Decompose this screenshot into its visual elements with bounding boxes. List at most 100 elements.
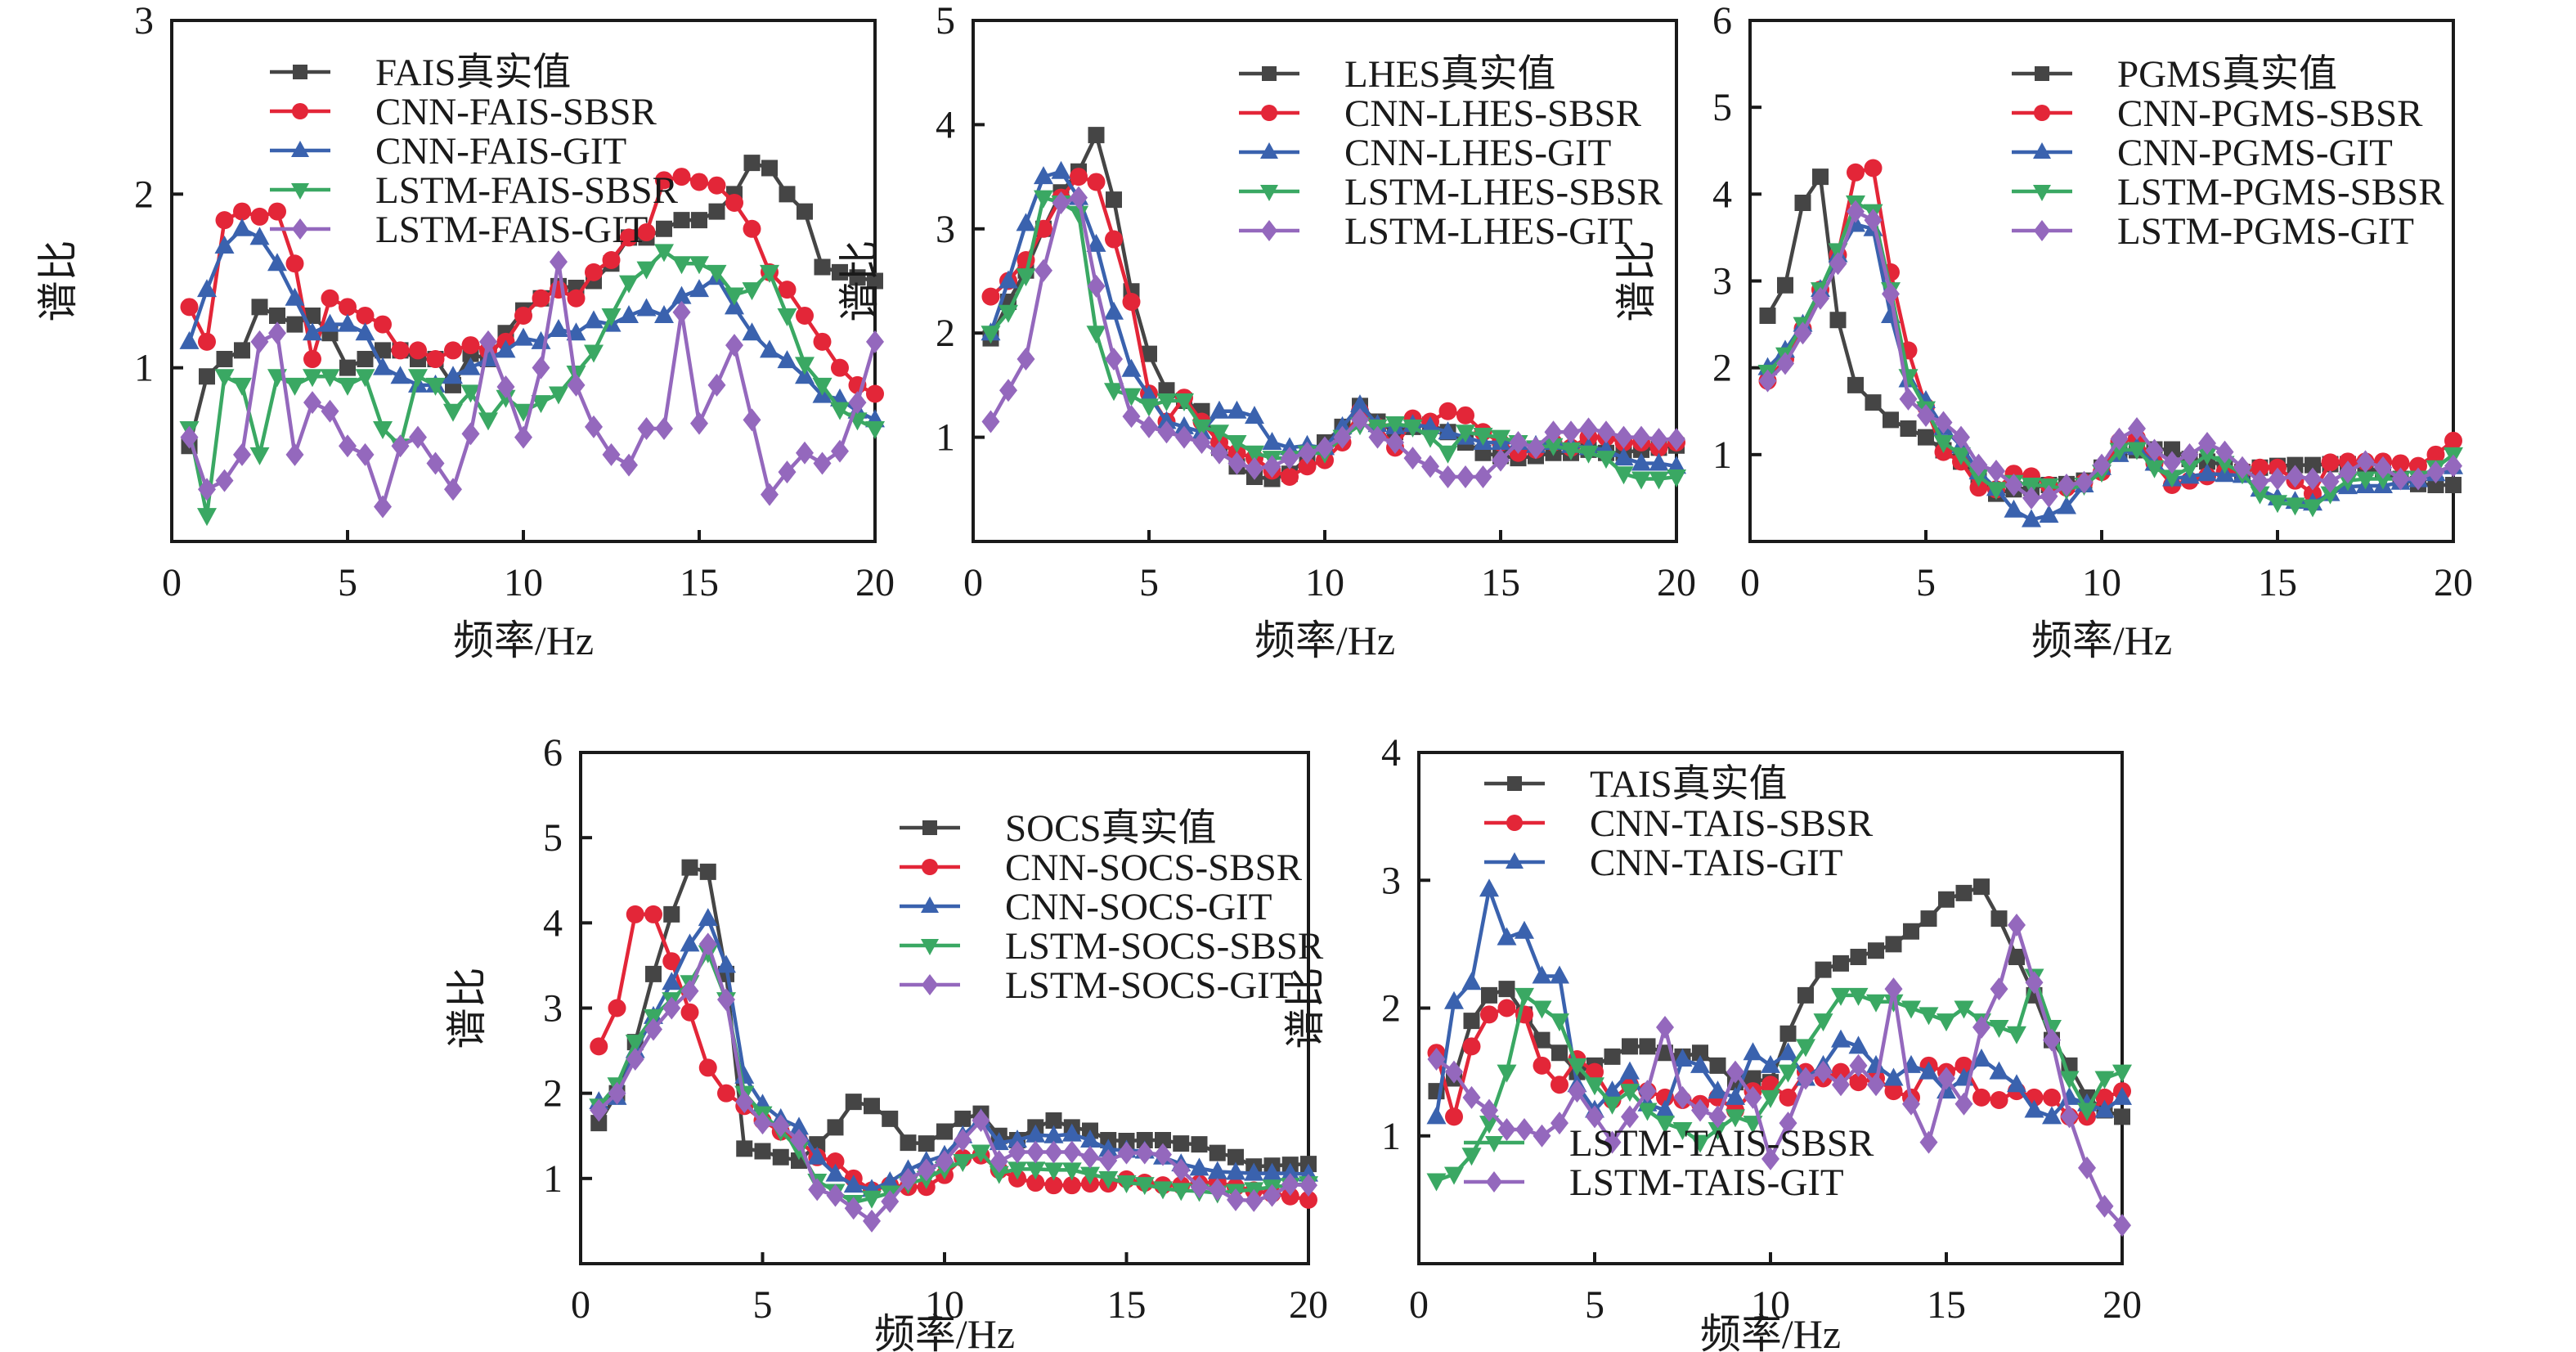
chart-3: 0 5 10 15 20 1 2 3 4 5 6 频率/Hz 谱比 SOCS真实值CNN-SOCS-SBS…	[444, 731, 1328, 1352]
legend-item: CNN-SOCS-GIT	[900, 886, 1272, 928]
legend-item: LSTM-SOCS-SBSR	[900, 925, 1324, 968]
series-line-LSTM-SOCS-GIT	[597, 942, 1309, 1224]
x-tick-label: 10	[1751, 1283, 1790, 1327]
legend-label: CNN-LHES-GIT	[1344, 132, 1611, 174]
series-markers-LSTM-PGMS-GIT	[1758, 200, 2462, 510]
legend-marker-square	[1262, 66, 1277, 81]
y-tick-label: 1	[1712, 433, 1732, 477]
y-tick-label: 2	[936, 312, 955, 355]
legend-label: CNN-TAIS-SBSR	[1590, 802, 1874, 845]
legend-marker-triangle-down	[1260, 185, 1278, 201]
y-axis-label: 谱比	[837, 240, 882, 322]
legend-item: LSTM-PGMS-GIT	[2012, 210, 2414, 253]
legend-label: LSTM-TAIS-GIT	[1569, 1161, 1844, 1204]
legend-item: CNN-TAIS-GIT	[1484, 842, 1843, 884]
legend-label: CNN-TAIS-GIT	[1590, 842, 1843, 884]
chart-1: 0 5 10 15 20 1 2 3 4 5 频率/Hz 谱比 LHES真实值CNN-LHES-SBSR…	[837, 0, 1696, 663]
y-tick-label: 5	[543, 816, 563, 860]
legend-item: PGMS真实值	[2012, 53, 2337, 96]
legend-item: CNN-PGMS-GIT	[2012, 132, 2393, 174]
y-tick-label: 5	[936, 0, 955, 43]
chart-4: 0 5 10 15 20 1 2 3 4 频率/Hz 谱比 TAIS真实值CNN-TAIS-SBSRC…	[1282, 731, 2142, 1352]
x-axis-label: 频率/Hz	[453, 618, 594, 663]
legend-marker-diamond	[2034, 220, 2050, 241]
x-tick-label: 20	[1289, 1283, 1328, 1327]
legend-marker-diamond	[922, 974, 938, 995]
legend-label: LSTM-PGMS-GIT	[2117, 210, 2414, 253]
x-tick-label: 0	[963, 561, 983, 604]
legend-item: TAIS真实值	[1484, 763, 1788, 806]
series-line-LSTM-FAIS-GIT	[187, 259, 877, 509]
legend-marker-square	[293, 65, 307, 79]
legend-item: LSTM-LHES-GIT	[1239, 210, 1632, 253]
y-tick-label: 6	[543, 731, 563, 775]
y-tick-label: 3	[936, 208, 955, 251]
y-axis-label: 谱比	[35, 240, 81, 322]
legend-item: CNN-FAIS-GIT	[270, 130, 626, 173]
x-tick-label: 5	[753, 1283, 773, 1327]
y-tick-label: 2	[1712, 347, 1732, 390]
x-tick-label: 0	[1409, 1283, 1429, 1327]
legend-item: CNN-PGMS-SBSR	[2012, 92, 2423, 135]
y-tick-label: 3	[1381, 859, 1401, 902]
legend-label: LHES真实值	[1344, 53, 1556, 96]
legend-item: LSTM-TAIS-GIT	[1464, 1161, 1844, 1204]
x-tick-label: 20	[2434, 561, 2473, 604]
legend-item: CNN-TAIS-SBSR	[1484, 802, 1874, 845]
x-tick-label: 0	[571, 1283, 590, 1327]
legend-marker-diamond	[1261, 220, 1277, 241]
x-tick-label: 15	[680, 561, 719, 604]
legend-label: LSTM-LHES-GIT	[1344, 210, 1632, 253]
y-tick-label: 2	[1381, 987, 1401, 1031]
x-tick-label: 0	[162, 561, 182, 604]
legend-item: FAIS真实值	[270, 52, 571, 94]
y-tick-label: 1	[936, 416, 955, 460]
x-tick-label: 15	[2258, 561, 2297, 604]
legend-label: LSTM-SOCS-SBSR	[1005, 925, 1324, 968]
series-line-LSTM-TAIS-GIT	[1435, 923, 2124, 1227]
x-tick-label: 5	[1585, 1283, 1604, 1327]
x-axis-label: 频率/Hz	[1700, 1311, 1841, 1352]
legend-marker-circle	[922, 859, 938, 875]
y-axis-label: 谱比	[1282, 968, 1328, 1049]
y-tick-label: 4	[1381, 731, 1401, 775]
x-tick-label: 15	[1927, 1283, 1966, 1327]
y-tick-label: 1	[134, 347, 154, 390]
legend-label: LSTM-FAIS-GIT	[375, 209, 648, 251]
y-tick-label: 4	[1712, 173, 1732, 216]
legend-label: LSTM-TAIS-SBSR	[1569, 1122, 1874, 1165]
legend-label: CNN-SOCS-SBSR	[1005, 847, 1303, 889]
y-tick-label: 4	[543, 901, 563, 945]
legend-marker-diamond	[1486, 1171, 1502, 1193]
legend-item: LSTM-PGMS-SBSR	[2012, 171, 2444, 213]
legend-label: LSTM-FAIS-SBSR	[375, 169, 679, 212]
legend-marker-square	[922, 820, 937, 835]
legend-marker-triangle-up	[2033, 142, 2051, 159]
series-line-SOCS真实值	[597, 865, 1309, 1169]
legend-marker-triangle-up	[1506, 852, 1524, 869]
legend-label: CNN-PGMS-SBSR	[2117, 92, 2423, 135]
y-tick-label: 3	[1712, 260, 1732, 303]
series-line-LSTM-LHES-SBSR	[989, 195, 1677, 481]
y-tick-label: 1	[1381, 1115, 1401, 1158]
legend-item: CNN-SOCS-SBSR	[900, 847, 1303, 889]
legend-marker-triangle-down	[2033, 185, 2051, 201]
legend-marker-circle	[1506, 815, 1523, 831]
series-line-LSTM-PGMS-GIT	[1766, 209, 2454, 501]
chart-0: 0 5 10 15 20 1 2 3 频率/Hz 谱比 FAIS真实值CNN-FAIS-SBSRCN…	[35, 0, 895, 663]
x-tick-label: 5	[1916, 561, 1936, 604]
legend-marker-square	[2035, 66, 2049, 81]
legend-item: LSTM-FAIS-SBSR	[270, 169, 679, 212]
x-tick-label: 20	[1657, 561, 1696, 604]
legend-item: LHES真实值	[1239, 53, 1556, 96]
x-axis-label: 频率/Hz	[874, 1311, 1015, 1352]
legend-item: CNN-LHES-SBSR	[1239, 92, 1642, 135]
y-tick-label: 1	[543, 1157, 563, 1201]
legend-label: CNN-SOCS-GIT	[1005, 886, 1272, 928]
legend-item: LSTM-TAIS-SBSR	[1464, 1122, 1874, 1165]
legend-marker-circle	[292, 103, 308, 119]
series-markers-CNN-LHES-GIT	[981, 160, 1686, 474]
x-axis-label: 频率/Hz	[2031, 618, 2172, 663]
